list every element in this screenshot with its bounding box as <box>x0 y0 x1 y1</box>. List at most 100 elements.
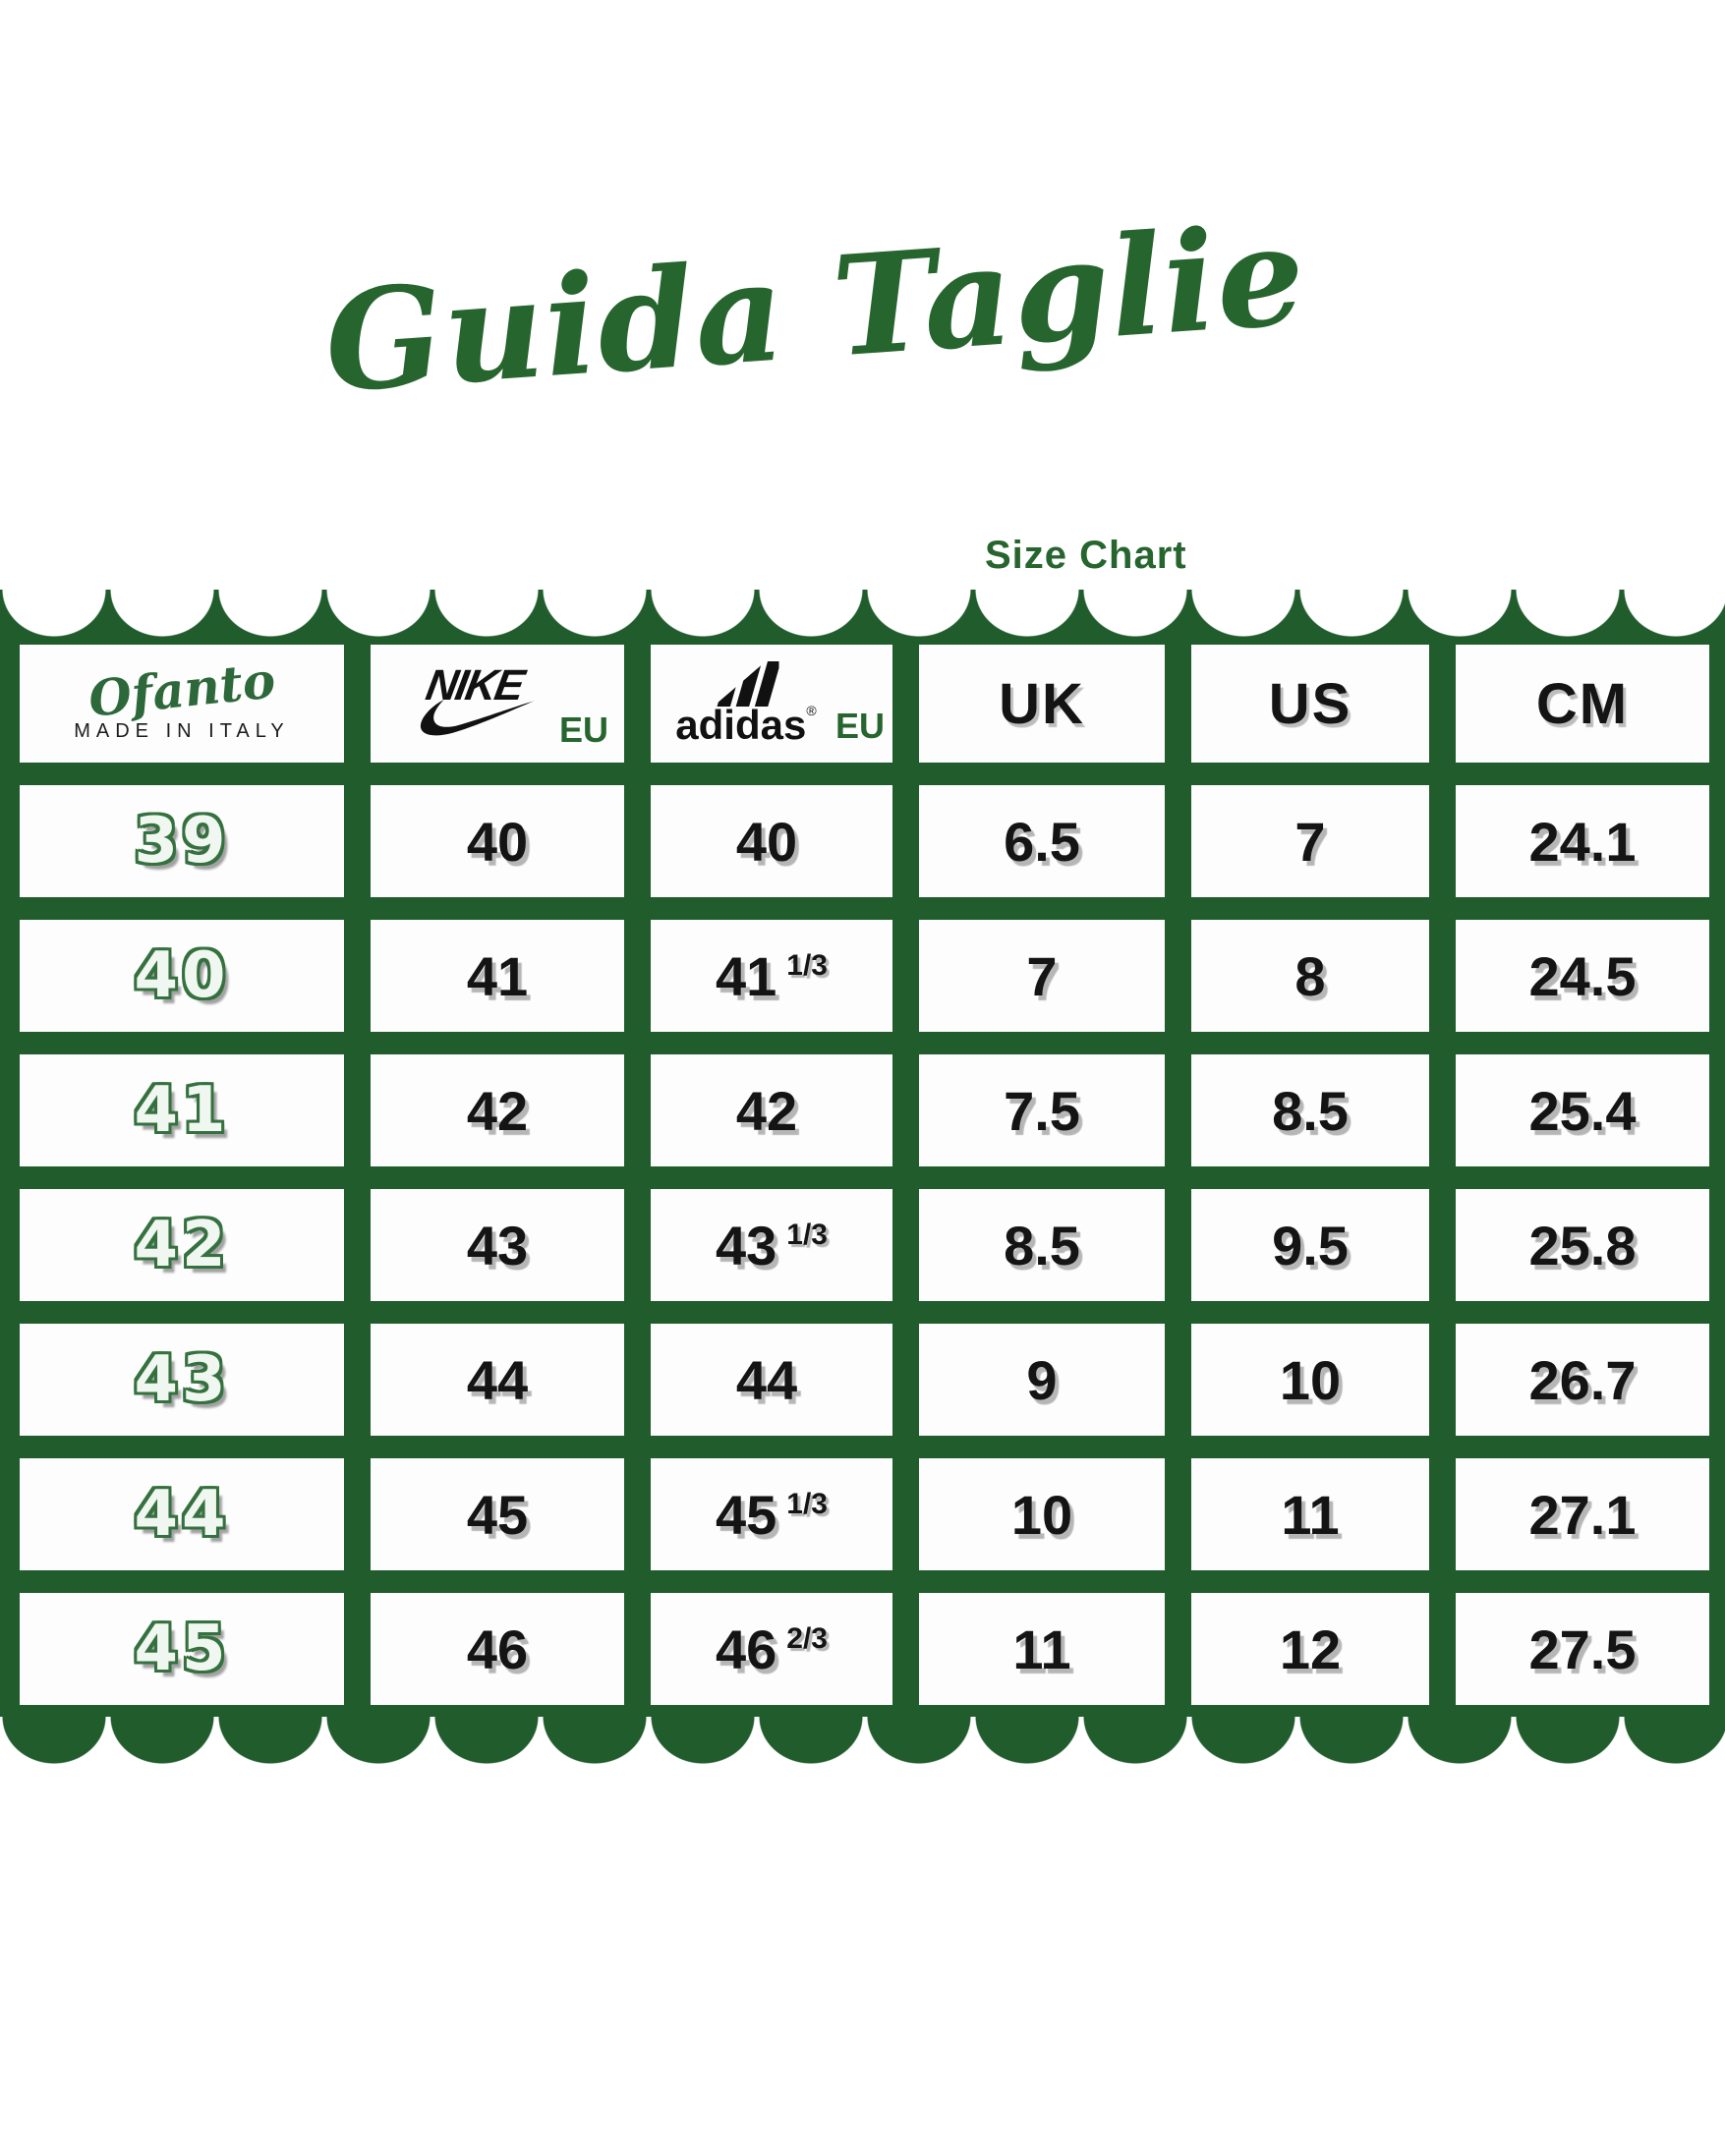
adidas-size: 44 <box>735 1348 798 1411</box>
table-row-2-us-cell: 8 <box>1191 920 1429 1032</box>
registered-trademark-mark: ® <box>806 703 817 718</box>
table-row-3-uk-cell: 7.5 <box>919 1054 1165 1166</box>
nike-size: 44 <box>466 1348 529 1411</box>
table-row-3-ofanto-cell: 41 <box>20 1054 344 1166</box>
adidas-size-fraction: 1/3 <box>786 1488 828 1520</box>
table-row-7-adidas-cell: 46 2/3 <box>651 1593 892 1705</box>
adidas-size: 43 <box>715 1214 777 1277</box>
table-row-4-cm-cell: 25.8 <box>1456 1189 1709 1301</box>
table-row-7-ofanto-cell: 45 <box>20 1593 344 1705</box>
table-row-6-us-cell: 11 <box>1191 1458 1429 1570</box>
ofanto-size: 42 <box>134 1209 230 1281</box>
table-row-3-cm-cell: 25.4 <box>1456 1054 1709 1166</box>
table-row-1-uk-cell: 6.5 <box>919 785 1165 897</box>
page-subtitle: Size Chart <box>985 534 1187 577</box>
table-row-2-adidas-cell: 41 1/3 <box>651 920 892 1032</box>
table-row-2-nike-cell: 41 <box>371 920 624 1032</box>
nike-swoosh-icon <box>420 699 535 736</box>
nike-size: 42 <box>466 1079 529 1142</box>
adidas-size: 45 <box>715 1483 777 1546</box>
table-row-5-us-cell: 10 <box>1191 1324 1429 1436</box>
nike-logo: NIKE <box>401 661 548 741</box>
table-row-4-us-cell: 9.5 <box>1191 1189 1429 1301</box>
header-cell-nike-eu: NIKE EU <box>371 645 624 763</box>
us-size: 10 <box>1279 1348 1342 1411</box>
cm-size: 25.8 <box>1528 1214 1637 1277</box>
table-row-1-adidas-cell: 40 <box>651 785 892 897</box>
adidas-size: 41 <box>715 944 777 1007</box>
nike-size: 45 <box>466 1483 529 1546</box>
header-cell-us: US <box>1191 645 1429 763</box>
table-row-2-ofanto-cell: 40 <box>20 920 344 1032</box>
nike-eu-label: EU <box>558 709 608 750</box>
table-row-5-adidas-cell: 44 <box>651 1324 892 1436</box>
uk-size: 7 <box>1026 944 1058 1007</box>
table-row-5-nike-cell: 44 <box>371 1324 624 1436</box>
nike-wordmark: NIKE <box>423 661 527 710</box>
cm-size: 27.1 <box>1528 1483 1637 1546</box>
us-size: 8 <box>1294 944 1326 1007</box>
ofanto-logo: Ofanto <box>86 650 278 728</box>
adidas-wordmark: adidas <box>675 702 807 748</box>
adidas-three-stripes-icon <box>717 661 779 707</box>
scallop-bottom-edge <box>0 1717 1725 1766</box>
nike-size: 41 <box>466 944 529 1007</box>
table-row-1-cm-cell: 24.1 <box>1456 785 1709 897</box>
uk-size: 7.5 <box>1004 1079 1080 1142</box>
uk-size: 11 <box>1012 1617 1071 1680</box>
uk-size: 6.5 <box>1004 810 1080 873</box>
table-row-1-ofanto-cell: 39 <box>20 785 344 897</box>
ofanto-tagline: MADE IN ITALY <box>74 719 290 742</box>
adidas-size-fraction: 1/3 <box>786 1219 828 1251</box>
table-row-4-ofanto-cell: 42 <box>20 1189 344 1301</box>
table-row-3-nike-cell: 42 <box>371 1054 624 1166</box>
header-cell-ofanto: Ofanto MADE IN ITALY <box>20 645 344 763</box>
adidas-size: 42 <box>735 1079 798 1142</box>
table-row-6-nike-cell: 45 <box>371 1458 624 1570</box>
nike-size: 40 <box>466 810 529 873</box>
adidas-logo: adidas ® <box>675 661 817 748</box>
adidas-size-fraction: 1/3 <box>786 949 828 982</box>
table-row-6-adidas-cell: 45 1/3 <box>651 1458 892 1570</box>
ofanto-size: 45 <box>134 1613 230 1685</box>
cm-size: 24.1 <box>1528 810 1637 873</box>
cm-size: 27.5 <box>1528 1617 1637 1680</box>
scallop-top-edge <box>0 590 1725 639</box>
page-title: Guida Taglie <box>319 195 1311 425</box>
ofanto-size: 39 <box>134 805 230 878</box>
ofanto-size: 43 <box>134 1343 230 1416</box>
ofanto-size: 40 <box>134 939 230 1012</box>
table-row-1-us-cell: 7 <box>1191 785 1429 897</box>
table-row-4-uk-cell: 8.5 <box>919 1189 1165 1301</box>
us-size: 8.5 <box>1272 1079 1349 1142</box>
adidas-size: 46 <box>715 1617 777 1680</box>
uk-size: 8.5 <box>1004 1214 1080 1277</box>
table-row-7-us-cell: 12 <box>1191 1593 1429 1705</box>
table-row-5-uk-cell: 9 <box>919 1324 1165 1436</box>
uk-size: 9 <box>1026 1348 1058 1411</box>
cm-size: 25.4 <box>1528 1079 1637 1142</box>
table-row-6-uk-cell: 10 <box>919 1458 1165 1570</box>
ofanto-size: 41 <box>134 1074 230 1147</box>
adidas-size: 40 <box>735 810 798 873</box>
uk-size: 10 <box>1010 1483 1073 1546</box>
table-row-3-us-cell: 8.5 <box>1191 1054 1429 1166</box>
table-row-6-cm-cell: 27.1 <box>1456 1458 1709 1570</box>
adidas-wordmark-row: adidas ® <box>675 702 817 748</box>
table-row-7-nike-cell: 46 <box>371 1593 624 1705</box>
table-row-2-cm-cell: 24.5 <box>1456 920 1709 1032</box>
adidas-size-fraction: 2/3 <box>786 1622 828 1655</box>
us-size: 11 <box>1281 1483 1340 1546</box>
table-row-1-nike-cell: 40 <box>371 785 624 897</box>
us-size: 9.5 <box>1272 1214 1349 1277</box>
cm-size: 24.5 <box>1528 944 1637 1007</box>
us-size: 12 <box>1279 1617 1342 1680</box>
table-row-4-nike-cell: 43 <box>371 1189 624 1301</box>
cm-size: 26.7 <box>1528 1348 1637 1411</box>
ofanto-size: 44 <box>134 1478 230 1551</box>
nike-size: 46 <box>466 1617 529 1680</box>
header-cell-cm: CM <box>1456 645 1709 763</box>
table-row-5-cm-cell: 26.7 <box>1456 1324 1709 1436</box>
table-row-7-cm-cell: 27.5 <box>1456 1593 1709 1705</box>
